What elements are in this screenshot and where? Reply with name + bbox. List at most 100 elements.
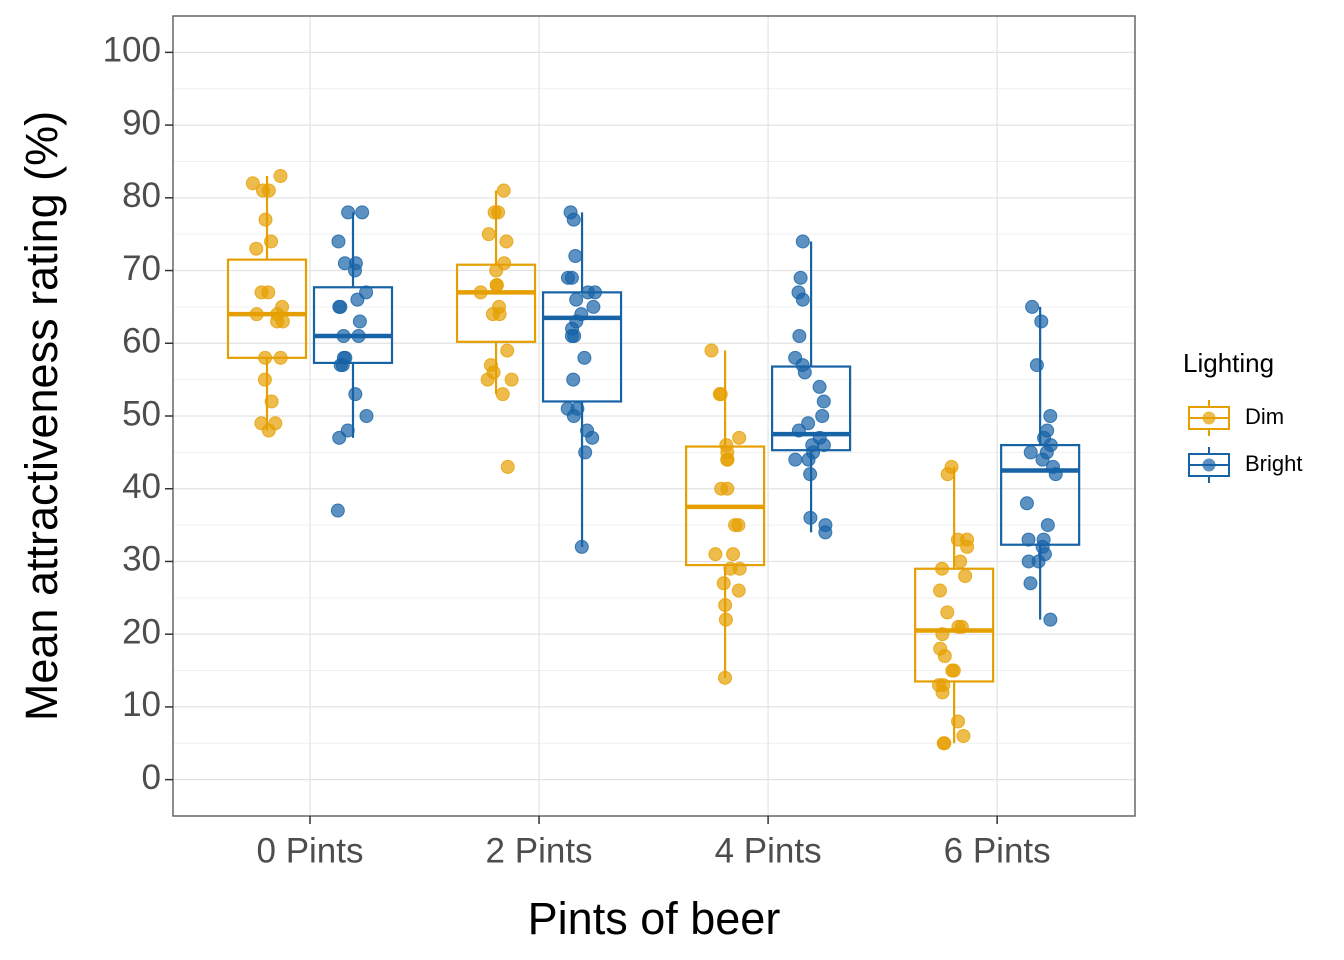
- point: [1019, 496, 1034, 511]
- y-tick-label: 40: [122, 467, 161, 506]
- point: [566, 409, 581, 423]
- x-axis-title: Pints of beer: [528, 893, 781, 944]
- point: [245, 176, 260, 191]
- point: [1029, 358, 1044, 373]
- point: [270, 314, 285, 329]
- point: [726, 547, 741, 562]
- y-tick-label: 50: [122, 394, 161, 433]
- point: [732, 430, 747, 445]
- y-tick-label: 70: [122, 249, 161, 288]
- y-tick-label: 10: [122, 685, 161, 724]
- point: [720, 452, 735, 467]
- point: [481, 227, 496, 242]
- point: [728, 518, 743, 533]
- point: [350, 292, 365, 307]
- point: [1035, 452, 1050, 467]
- point: [1043, 409, 1058, 423]
- point: [337, 256, 352, 271]
- point: [499, 234, 514, 249]
- point: [249, 307, 264, 322]
- point: [574, 539, 589, 554]
- point: [791, 423, 806, 438]
- point: [249, 241, 264, 256]
- point: [586, 299, 601, 314]
- point: [704, 343, 719, 358]
- point: [351, 329, 366, 343]
- point: [950, 532, 965, 547]
- point: [1021, 532, 1036, 547]
- point: [495, 387, 510, 402]
- point: [1043, 612, 1058, 627]
- point: [1048, 467, 1063, 482]
- y-tick-label: 100: [103, 31, 161, 70]
- point: [330, 503, 345, 518]
- point: [812, 379, 827, 394]
- legend-label: Bright: [1245, 451, 1302, 476]
- point: [732, 561, 747, 576]
- point: [1031, 554, 1046, 569]
- point: [489, 263, 504, 278]
- y-tick-label: 60: [122, 322, 161, 361]
- point: [352, 314, 367, 329]
- box: [914, 567, 995, 683]
- legend-title: Lighting: [1183, 348, 1274, 378]
- point: [355, 205, 370, 220]
- point: [933, 583, 948, 598]
- point: [359, 409, 374, 423]
- point: [958, 569, 973, 583]
- point: [803, 510, 818, 525]
- point: [566, 372, 581, 387]
- point: [347, 263, 362, 278]
- point: [795, 292, 810, 307]
- point: [568, 249, 583, 263]
- point: [935, 685, 950, 700]
- point: [795, 234, 810, 249]
- point: [716, 576, 731, 591]
- point: [261, 285, 276, 300]
- point: [560, 270, 575, 285]
- y-tick-label: 30: [122, 540, 161, 579]
- point: [936, 736, 951, 751]
- point: [797, 365, 812, 380]
- point: [816, 394, 831, 409]
- point: [788, 452, 803, 467]
- point: [940, 605, 955, 620]
- point: [348, 387, 363, 402]
- point: [792, 329, 807, 343]
- point: [257, 372, 272, 387]
- point: [940, 467, 955, 482]
- point: [336, 329, 351, 343]
- y-axis-title: Mean attractiveness rating (%): [16, 111, 67, 721]
- point: [953, 554, 968, 569]
- point: [712, 387, 727, 402]
- box: [312, 286, 394, 365]
- point: [935, 627, 950, 642]
- legend-point: [1202, 411, 1216, 425]
- point: [815, 409, 830, 423]
- point: [960, 539, 975, 554]
- point: [500, 343, 515, 358]
- point: [566, 212, 581, 227]
- point: [496, 183, 511, 198]
- y-tick-label: 80: [122, 176, 161, 215]
- point: [264, 234, 279, 249]
- point: [564, 329, 579, 343]
- point: [818, 525, 833, 540]
- point: [1023, 576, 1038, 591]
- point: [714, 481, 729, 496]
- point: [333, 358, 348, 373]
- x-tick-label: 4 Pints: [715, 831, 822, 870]
- point: [480, 372, 495, 387]
- point: [588, 285, 603, 300]
- point: [718, 612, 733, 627]
- point: [718, 670, 733, 685]
- point: [504, 372, 519, 387]
- marks: [226, 169, 1081, 751]
- x-tick-label: 6 Pints: [944, 831, 1051, 870]
- point: [255, 183, 270, 198]
- legend-label: Dim: [1245, 404, 1284, 429]
- point: [258, 212, 273, 227]
- point: [473, 285, 488, 300]
- point: [258, 350, 273, 365]
- x-tick-label: 2 Pints: [486, 831, 593, 870]
